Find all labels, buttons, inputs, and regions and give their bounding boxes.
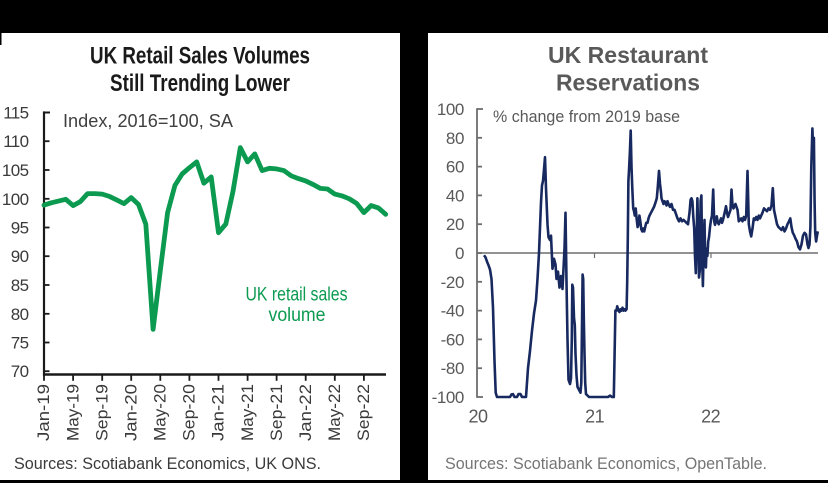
svg-text:Still Trending Lower: Still Trending Lower: [110, 70, 290, 97]
svg-text:95: 95: [11, 219, 29, 238]
svg-text:115: 115: [3, 104, 28, 123]
svg-text:May-21: May-21: [238, 384, 257, 441]
svg-text:22: 22: [701, 407, 721, 427]
svg-text:Sep-22: Sep-22: [354, 384, 373, 441]
svg-text:May-22: May-22: [325, 384, 344, 441]
svg-text:Reservations: Reservations: [556, 70, 700, 96]
svg-text:60: 60: [446, 158, 464, 177]
svg-text:Jan-20: Jan-20: [121, 384, 140, 441]
svg-text:105: 105: [2, 161, 29, 180]
svg-text:75: 75: [11, 334, 29, 353]
svg-text:Sep-21: Sep-21: [267, 384, 286, 441]
svg-text:UK retail sales: UK retail sales: [246, 285, 348, 306]
svg-text:20: 20: [468, 407, 488, 427]
svg-text:70: 70: [11, 362, 29, 381]
svg-text:-80: -80: [441, 359, 464, 378]
svg-text:40: 40: [446, 186, 464, 205]
svg-text:May-20: May-20: [151, 384, 170, 441]
svg-text:20: 20: [446, 215, 464, 234]
svg-text:-40: -40: [441, 302, 464, 321]
svg-text:Jan-19: Jan-19: [34, 384, 53, 441]
svg-text:80: 80: [11, 305, 29, 324]
svg-text:85: 85: [11, 276, 29, 295]
svg-text:110: 110: [3, 132, 28, 151]
svg-text:volume: volume: [269, 305, 326, 326]
svg-text:Jan-21: Jan-21: [209, 384, 228, 441]
svg-text:21: 21: [585, 407, 605, 427]
svg-text:-100: -100: [432, 388, 464, 407]
svg-text:Sep-19: Sep-19: [92, 384, 111, 441]
svg-text:90: 90: [11, 247, 29, 266]
svg-text:May-19: May-19: [63, 384, 82, 441]
svg-text:0: 0: [455, 244, 464, 263]
svg-text:UK Retail Sales Volumes: UK Retail Sales Volumes: [90, 43, 310, 70]
svg-text:Sources: Scotiabank Economics,: Sources: Scotiabank Economics, OpenTable…: [445, 454, 767, 473]
svg-text:Sep-20: Sep-20: [180, 384, 199, 441]
svg-text:100: 100: [437, 100, 464, 119]
svg-text:80: 80: [446, 129, 464, 148]
svg-text:-60: -60: [441, 330, 464, 349]
svg-text:Jan-22: Jan-22: [296, 384, 315, 441]
svg-text:Index, 2016=100, SA: Index, 2016=100, SA: [63, 111, 233, 131]
svg-text:% change from 2019 base: % change from 2019 base: [493, 107, 680, 126]
svg-text:Sources: Scotiabank Economics,: Sources: Scotiabank Economics, UK ONS.: [14, 454, 321, 473]
svg-text:-20: -20: [441, 273, 464, 292]
svg-text:100: 100: [2, 190, 29, 209]
svg-text:UK Restaurant: UK Restaurant: [548, 42, 708, 68]
